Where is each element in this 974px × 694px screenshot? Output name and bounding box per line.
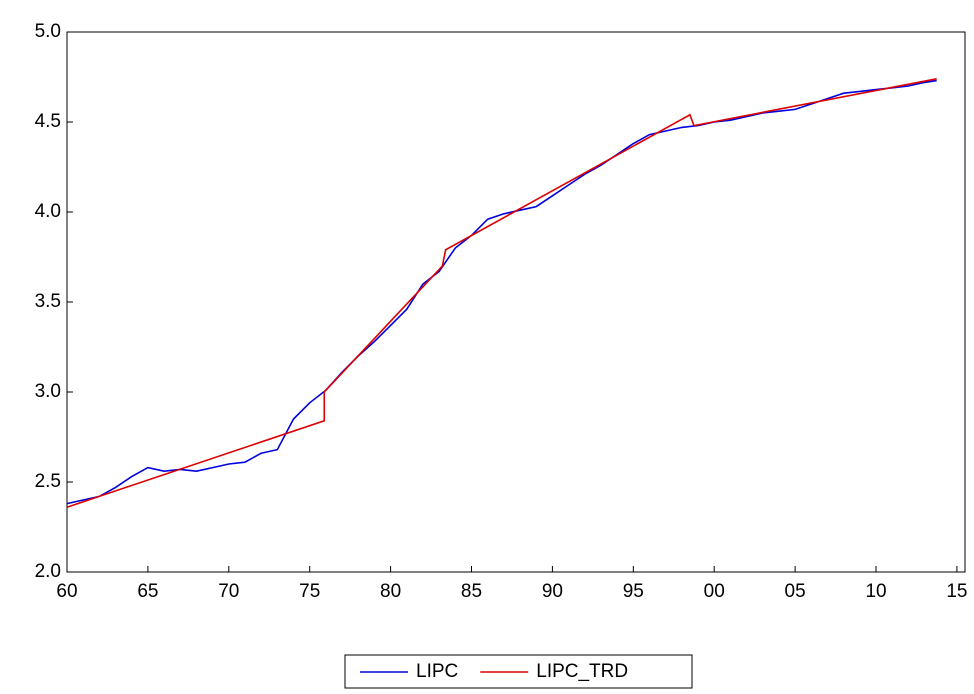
- legend-label: LIPC_TRD: [536, 661, 628, 682]
- y-tick-label: 2.0: [35, 561, 61, 582]
- y-tick-label: 3.0: [35, 381, 61, 402]
- series-line: [66, 79, 937, 505]
- x-tick-label: 75: [299, 581, 320, 602]
- y-tick-label: 2.5: [35, 471, 61, 492]
- series-line: [66, 78, 937, 508]
- x-tick-label: 80: [380, 581, 401, 602]
- x-tick-label: 85: [461, 581, 482, 602]
- x-tick-label: 00: [704, 581, 725, 602]
- y-tick-label: 4.0: [35, 201, 61, 222]
- x-tick-label: 95: [623, 581, 644, 602]
- plot-frame: [66, 31, 966, 573]
- x-tick-label: 10: [865, 581, 886, 602]
- x-tick-label: 15: [946, 581, 967, 602]
- x-tick-label: 65: [137, 581, 158, 602]
- y-tick-label: 5.0: [35, 21, 61, 42]
- y-tick-label: 3.5: [35, 291, 61, 312]
- legend-label: LIPC: [416, 661, 458, 682]
- x-tick-label: 05: [785, 581, 806, 602]
- y-tick-label: 4.5: [35, 111, 61, 132]
- x-tick-label: 60: [56, 581, 77, 602]
- x-tick-label: 70: [218, 581, 239, 602]
- x-tick-label: 90: [542, 581, 563, 602]
